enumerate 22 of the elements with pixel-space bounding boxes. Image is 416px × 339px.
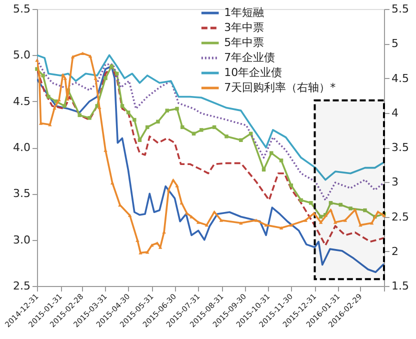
- y-tick-label: 5.0: [13, 48, 30, 62]
- y-tick-label: 3.0: [13, 233, 30, 246]
- legend-label: 7年企业债: [224, 51, 276, 64]
- legend-label: 7天回购利率（右轴）*: [224, 81, 336, 94]
- legend-label: 5年中票: [224, 36, 264, 49]
- y2-tick-label: 4.5: [392, 72, 409, 85]
- y2-tick-label: 3: [392, 176, 398, 189]
- y2-tick-label: 2: [392, 244, 398, 258]
- legend-label: 10年企业债: [224, 66, 282, 79]
- y2-tick-label: 2.5: [392, 210, 409, 224]
- y-tick-label: 4.0: [13, 141, 30, 154]
- legend-label: 3年中票: [224, 21, 264, 34]
- legend-label: 1年短融: [224, 6, 264, 19]
- y2-tick-label: 4: [392, 106, 398, 120]
- y-tick-label: 4.5: [13, 94, 30, 108]
- y2-tick-label: 5: [392, 37, 398, 50]
- y2-tick-label: 3.5: [392, 141, 409, 154]
- y2-tick-label: 5.5: [392, 2, 409, 16]
- y2-tick-label: 1.5: [392, 280, 409, 292]
- y-tick-label: 3.5: [13, 187, 30, 200]
- y-tick-label: 5.5: [13, 2, 30, 16]
- y-tick-label: 2.5: [13, 280, 30, 292]
